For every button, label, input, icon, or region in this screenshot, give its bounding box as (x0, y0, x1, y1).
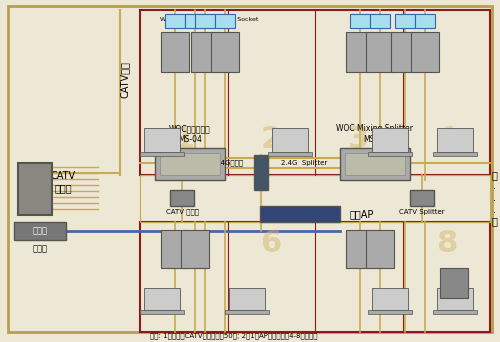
Bar (211, 32, 239, 72)
Bar (391, 32, 419, 72)
Bar (140, 152, 184, 156)
Text: 交换机: 交换机 (32, 226, 48, 236)
Text: 5: 5 (173, 229, 195, 259)
Bar (437, 128, 473, 152)
Bar (160, 153, 220, 175)
Bar (260, 206, 340, 222)
Text: 6: 6 (260, 229, 282, 259)
Bar (437, 288, 473, 310)
Text: WOC Terminal Socket
TS33: WOC Terminal Socket TS33 (192, 17, 258, 28)
Bar (181, 230, 209, 268)
Text: 2.4G  Splitter: 2.4G Splitter (281, 160, 327, 166)
Text: CATV
分配器: CATV 分配器 (50, 171, 76, 193)
Bar (433, 152, 477, 156)
Bar (191, 32, 219, 72)
Bar (368, 310, 412, 314)
Bar (170, 190, 194, 206)
Bar (346, 32, 374, 72)
Bar (140, 175, 490, 222)
Text: CATV 分支器: CATV 分支器 (166, 209, 198, 215)
Bar (161, 32, 189, 72)
Text: CATV线缆: CATV线缆 (120, 62, 130, 98)
Bar (366, 230, 394, 268)
Text: 交换机: 交换机 (32, 245, 48, 253)
Bar (185, 14, 205, 28)
Text: CATV Splitter: CATV Splitter (399, 209, 445, 215)
Text: 走
.
.
.
廊: 走 . . . 廊 (491, 170, 497, 226)
Bar (440, 268, 468, 298)
Text: 3: 3 (348, 126, 370, 155)
Bar (144, 288, 180, 310)
Bar (372, 288, 408, 310)
Bar (372, 128, 408, 152)
Bar (345, 153, 405, 175)
Bar (411, 32, 439, 72)
Bar (368, 152, 412, 156)
Text: WOC Mixing Splitter
MS-04: WOC Mixing Splitter MS-04 (336, 124, 413, 144)
Text: 备注: 1、到房间CATV线缆最长为50米; 2、1套AP系统可覆盖4-8个房间。: 备注: 1、到房间CATV线缆最长为50米; 2、1套AP系统可覆盖4-8个房间… (150, 333, 318, 339)
Text: 2: 2 (260, 126, 282, 155)
Bar (272, 128, 308, 152)
Bar (254, 155, 268, 190)
Bar (161, 230, 189, 268)
Bar (140, 10, 490, 175)
Bar (346, 230, 374, 268)
Bar (410, 190, 434, 206)
Bar (366, 32, 394, 72)
Text: 4: 4 (436, 126, 457, 155)
Bar (215, 14, 235, 28)
Bar (350, 14, 370, 28)
Bar (225, 310, 269, 314)
Bar (18, 163, 52, 215)
Bar (140, 310, 184, 314)
Bar (415, 14, 435, 28)
Bar (433, 310, 477, 314)
Bar (14, 222, 66, 240)
Bar (395, 14, 415, 28)
Text: WOC混合分配器
MS-04: WOC混合分配器 MS-04 (169, 124, 211, 144)
Bar (340, 148, 410, 180)
Bar (268, 152, 312, 156)
Text: 无线AP: 无线AP (350, 209, 374, 219)
Text: 7: 7 (348, 229, 370, 259)
Text: WOC天线面板
TS33: WOC天线面板 TS33 (160, 17, 190, 28)
Bar (140, 222, 490, 332)
Bar (155, 148, 225, 180)
Bar (144, 128, 180, 152)
Text: 2.4G功分器: 2.4G功分器 (214, 160, 244, 166)
Bar (195, 14, 215, 28)
Bar (165, 14, 185, 28)
Text: 1: 1 (173, 126, 195, 155)
Bar (370, 14, 390, 28)
Bar (229, 288, 265, 310)
Text: 8: 8 (436, 229, 457, 259)
